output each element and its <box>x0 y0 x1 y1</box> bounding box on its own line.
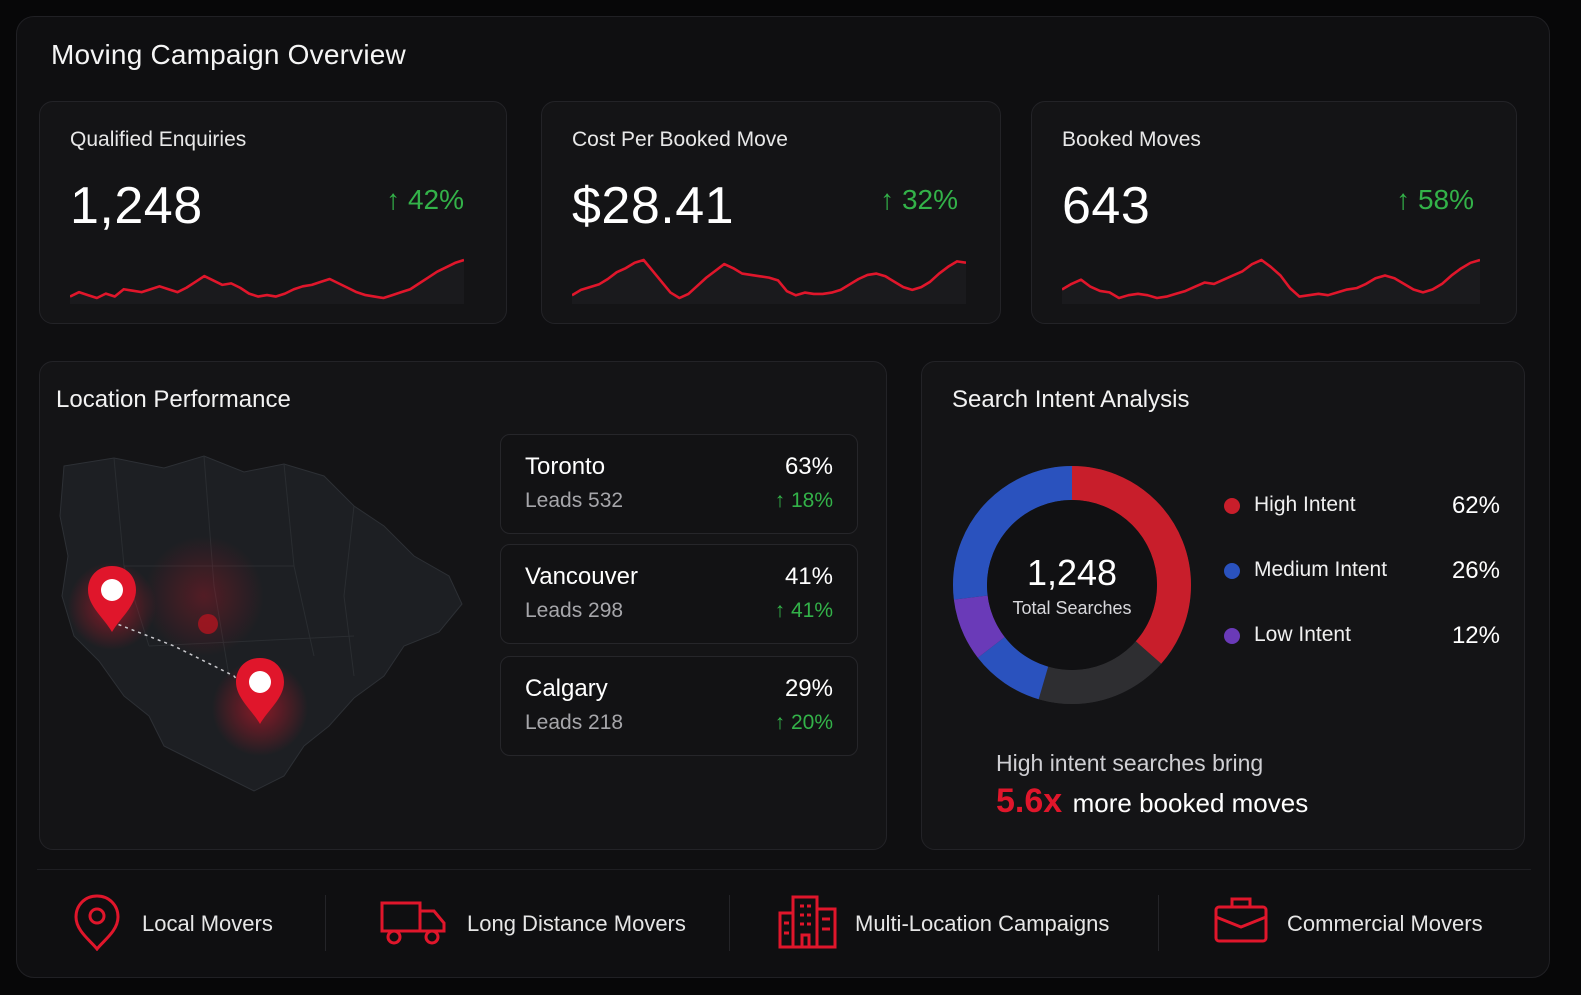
legend-dot <box>1224 498 1240 514</box>
kpi-label: Qualified Enquiries <box>70 128 247 151</box>
service-label: Long Distance Movers <box>467 911 686 936</box>
truck-icon <box>380 901 446 945</box>
kpi-delta: ↑ 42% <box>386 184 464 215</box>
donut-hole <box>987 500 1157 670</box>
kpi-value: 1,248 <box>70 177 203 235</box>
location-performance-panel: Location Performance <box>39 361 887 850</box>
kpi-sparkline <box>572 258 966 304</box>
sparkline-line <box>1062 258 1480 300</box>
buildings-icon <box>778 895 837 949</box>
sparkline-area <box>572 260 966 304</box>
legend-item-medium[interactable]: Medium Intent 26% <box>1224 556 1500 586</box>
service-long-distance[interactable]: Long Distance Movers <box>379 887 709 957</box>
footer-separator <box>325 895 326 951</box>
donut-segment-medium <box>953 466 1191 704</box>
service-local-movers[interactable]: Local Movers <box>71 887 321 957</box>
city-name: Vancouver <box>525 563 638 590</box>
location-card-toronto[interactable]: Toronto Leads 532 63% ↑ 18% <box>500 434 858 534</box>
service-commercial[interactable]: Commercial Movers <box>1213 887 1523 957</box>
kpi-label: Booked Moves <box>1062 128 1201 151</box>
canada-map <box>59 455 463 792</box>
briefcase-icon <box>1214 897 1268 943</box>
donut-total-label: Total Searches <box>1012 598 1132 618</box>
donut-segment-rest <box>953 466 1191 704</box>
footer-separator <box>729 895 730 951</box>
sparkline-area <box>1062 260 1480 304</box>
service-label: Multi-Location Campaigns <box>855 911 1110 936</box>
legend-pct: 12% <box>1451 622 1500 649</box>
kpi-card-booked[interactable]: Booked Moves 643 ↑ 58% <box>1031 101 1517 324</box>
location-card-calgary[interactable]: Calgary Leads 218 29% ↑ 20% <box>500 656 858 756</box>
city-delta: ↑ 20% <box>774 711 833 734</box>
kpi-sparkline <box>1062 258 1480 304</box>
kpi-label: Cost Per Booked Move <box>572 128 788 151</box>
kpi-card-enquiries[interactable]: Qualified Enquiries 1,248 ↑ 42% <box>39 101 507 324</box>
city-leads: Leads 218 <box>525 711 624 734</box>
map-pin-icon <box>74 894 120 951</box>
dashboard-frame: Moving Campaign Overview Qualified Enqui… <box>16 16 1550 978</box>
sparkline-area <box>70 260 464 304</box>
legend-label: Medium Intent <box>1254 558 1388 581</box>
legend-item-high[interactable]: High Intent 62% <box>1224 491 1500 521</box>
insight-line-2: 5.6x more booked moves <box>996 782 1308 821</box>
insight-text: more booked moves <box>1072 788 1309 818</box>
city-share: 41% <box>784 563 833 590</box>
legend-label: Low Intent <box>1254 623 1351 646</box>
city-delta: ↑ 41% <box>774 599 833 622</box>
insight-multiplier: 5.6x <box>996 782 1063 820</box>
toronto-pin <box>236 658 284 724</box>
kpi-delta: ↑ 32% <box>880 184 958 215</box>
city-name: Calgary <box>525 675 608 702</box>
legend-item-low[interactable]: Low Intent 12% <box>1224 621 1500 651</box>
city-share: 29% <box>784 675 833 702</box>
legend-label: High Intent <box>1254 493 1356 516</box>
legend-dot <box>1224 563 1240 579</box>
city-leads: Leads 532 <box>525 489 624 512</box>
intent-donut-chart <box>953 466 1191 704</box>
legend-dot <box>1224 628 1240 644</box>
sparkline-line <box>572 258 966 300</box>
service-multi-location[interactable]: Multi-Location Campaigns <box>777 887 1137 957</box>
service-label: Local Movers <box>142 911 273 936</box>
kpi-delta: ↑ 58% <box>1396 184 1474 215</box>
vancouver-pin <box>88 566 136 632</box>
city-delta: ↑ 18% <box>774 489 833 512</box>
legend-pct: 26% <box>1451 557 1500 584</box>
location-card-vancouver[interactable]: Vancouver Leads 298 41% ↑ 41% <box>500 544 858 644</box>
city-name: Toronto <box>525 453 606 480</box>
map-hotspot <box>198 614 218 634</box>
city-share: 63% <box>784 453 833 480</box>
kpi-sparkline <box>70 258 464 304</box>
footer-divider <box>37 869 1531 870</box>
section-title: Search Intent Analysis <box>952 386 1190 413</box>
kpi-card-cost[interactable]: Cost Per Booked Move $28.41 ↑ 32% <box>541 101 1001 324</box>
sparkline-line <box>70 258 464 300</box>
search-intent-panel: Search Intent Analysis 1,248 Total Searc… <box>921 361 1525 850</box>
kpi-value: $28.41 <box>572 177 735 235</box>
city-leads: Leads 298 <box>525 599 624 622</box>
donut-total: 1,248 <box>1026 552 1118 593</box>
insight-line-1: High intent searches bring <box>996 750 1264 776</box>
service-label: Commercial Movers <box>1287 911 1483 936</box>
footer-separator <box>1158 895 1159 951</box>
page-title: Moving Campaign Overview <box>51 39 406 70</box>
section-title: Location Performance <box>56 386 291 413</box>
kpi-value: 643 <box>1062 177 1151 235</box>
legend-pct: 62% <box>1451 492 1500 519</box>
